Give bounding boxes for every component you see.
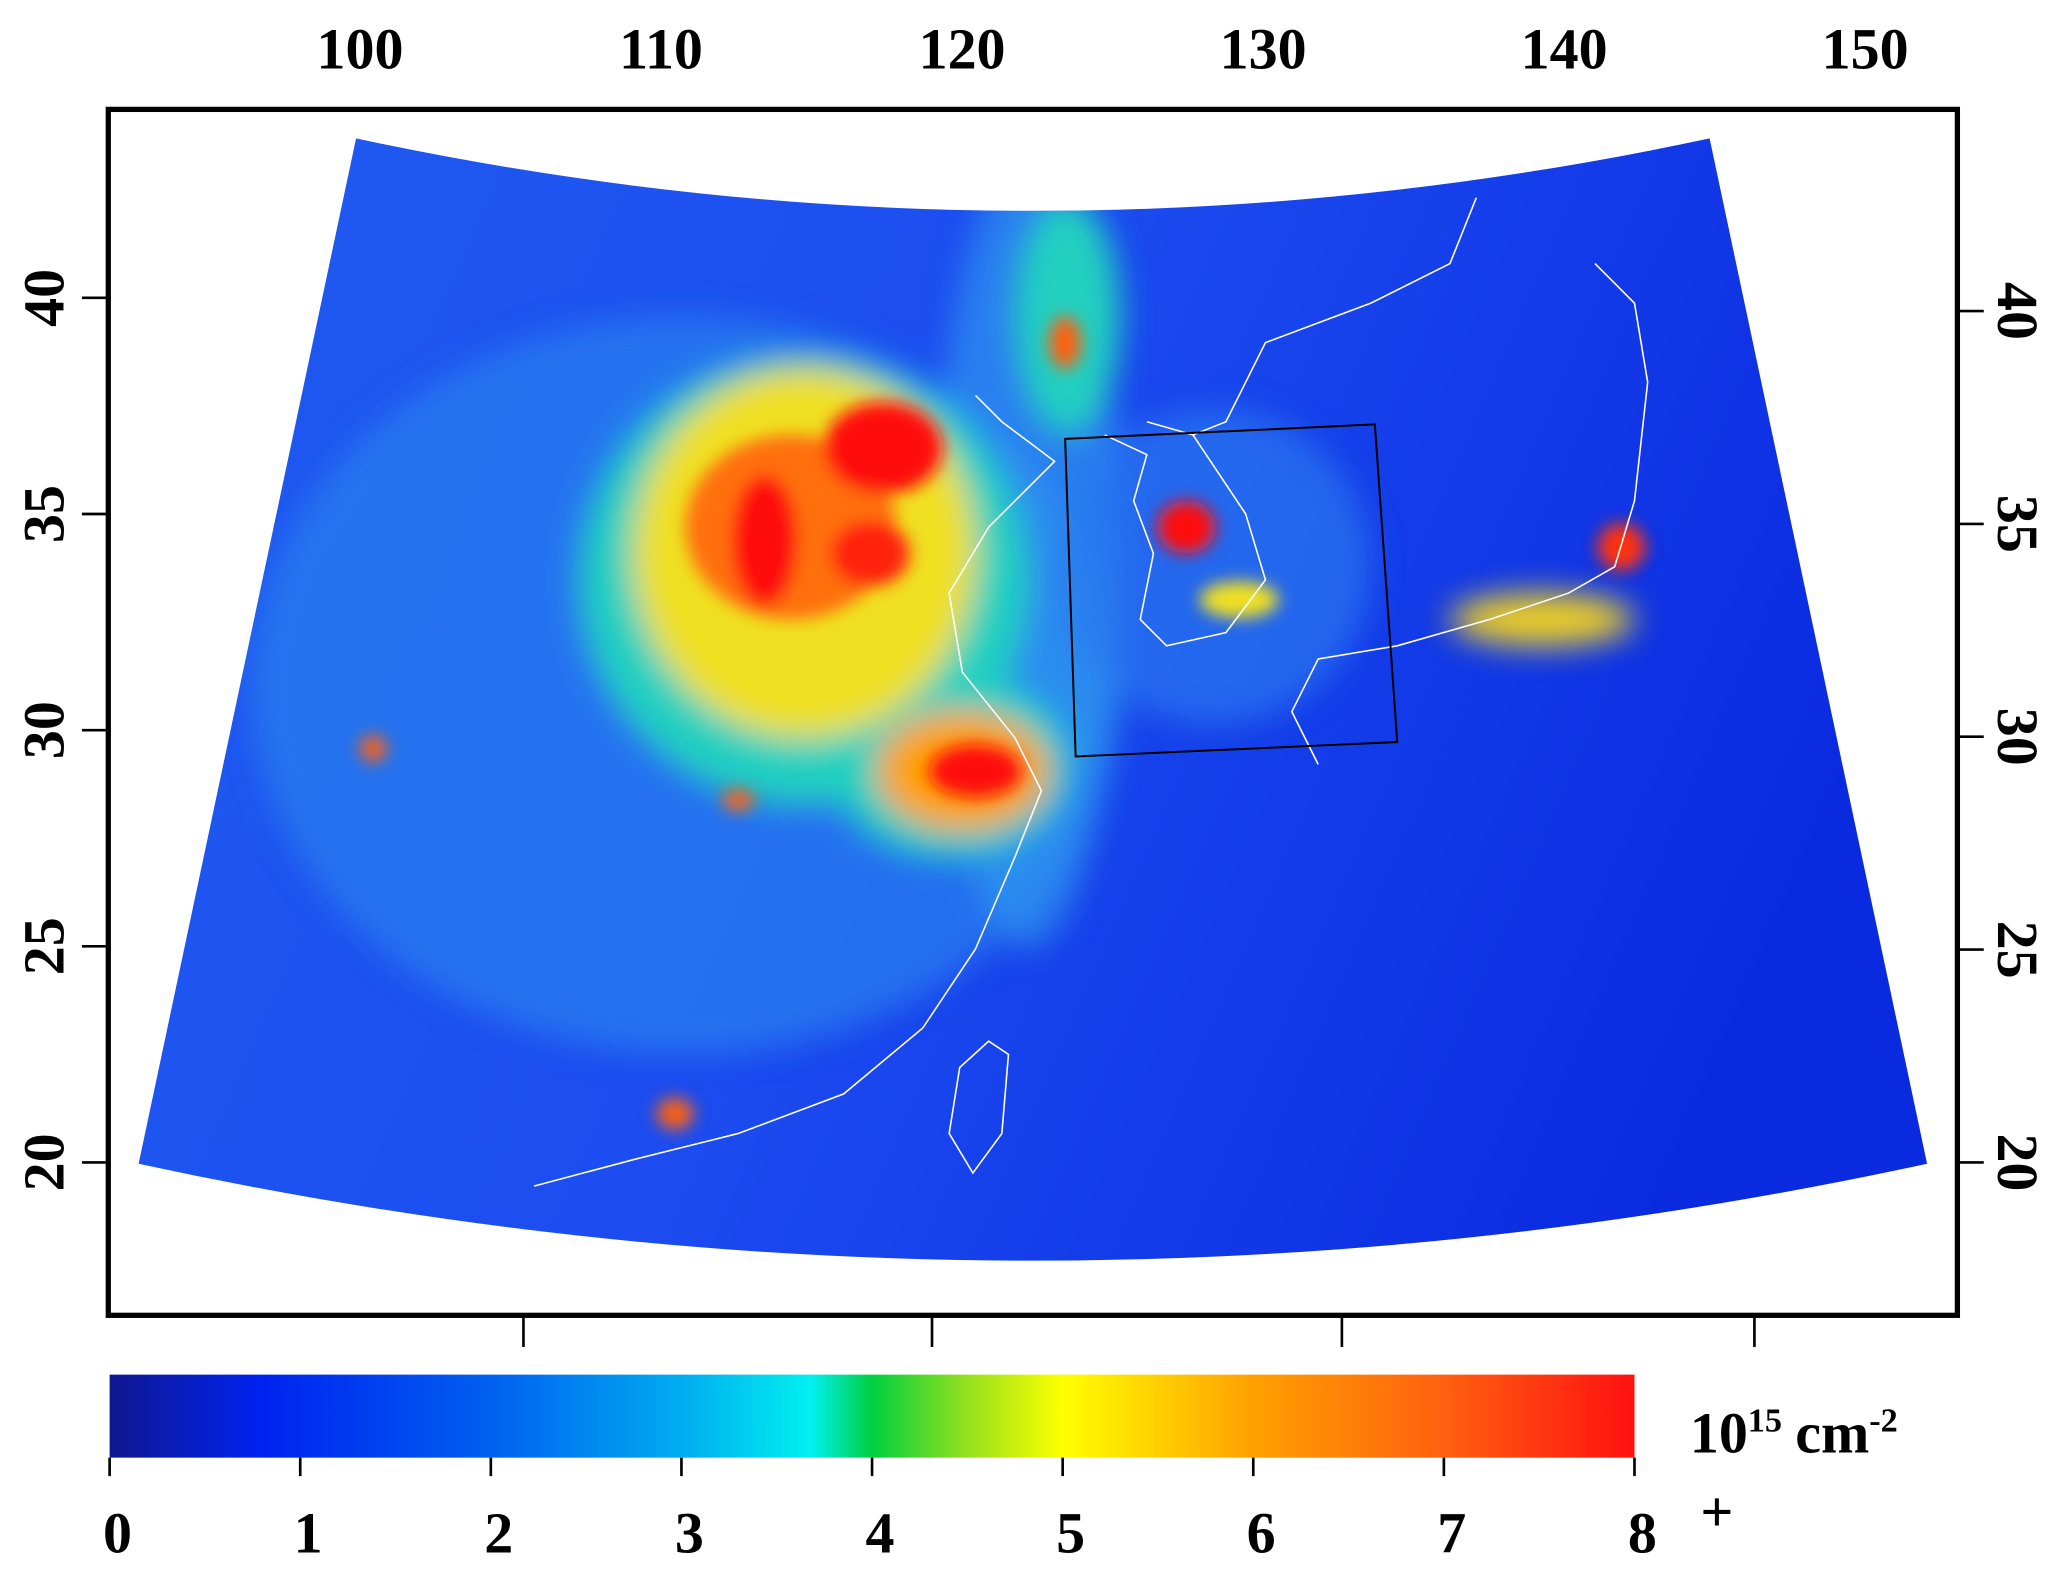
latitude-label-left: 35: [11, 485, 76, 543]
longitude-label: 150: [1822, 17, 1909, 82]
longitude-label: 100: [317, 17, 404, 82]
latitude-label-right: 40: [1985, 282, 2050, 340]
colorbar-tick-label: 2: [484, 1501, 513, 1566]
unit-name: cm: [1795, 1400, 1869, 1465]
longitude-label: 130: [1220, 17, 1307, 82]
colorbar-tick-label: 4: [865, 1501, 894, 1566]
colorbar-tick-label: 5: [1056, 1501, 1085, 1566]
longitude-label: 140: [1521, 17, 1608, 82]
coastlines: [533, 197, 1649, 1187]
latitude-label-right: 35: [1985, 495, 2050, 553]
study-box: [1064, 423, 1399, 758]
colorbar-tick-label: 8: [1628, 1501, 1657, 1566]
unit-exponent: 15: [1748, 1401, 1782, 1439]
colorbar-tick-label: 7: [1437, 1501, 1466, 1566]
latitude-label-left: 30: [11, 701, 76, 759]
colorbar-unit: 1015 cm-2: [1690, 1400, 1898, 1465]
colorbar-tick-label: 3: [675, 1501, 704, 1566]
latitude-label-left: 20: [11, 1133, 76, 1191]
latitude-label-left: 40: [11, 269, 76, 327]
colorbar: [109, 1374, 1635, 1458]
unit-name-exponent: -2: [1869, 1401, 1898, 1439]
latitude-label-right: 20: [1985, 1133, 2050, 1191]
overflow-mark: +: [1700, 1479, 1733, 1544]
colorbar-tick-label: 0: [103, 1501, 132, 1566]
latitude-label-right: 25: [1985, 921, 2050, 979]
longitude-label: 120: [919, 17, 1006, 82]
colorbar-tick-label: 6: [1247, 1501, 1276, 1566]
data-swath: [138, 138, 1928, 1261]
longitude-label: 110: [619, 17, 703, 82]
colorbar-tick-label: 1: [294, 1501, 323, 1566]
latitude-label-left: 25: [11, 917, 76, 975]
bottom-frame-ticks: [522, 1317, 1756, 1347]
unit-base: 10: [1690, 1400, 1748, 1465]
latitude-label-right: 30: [1985, 708, 2050, 766]
